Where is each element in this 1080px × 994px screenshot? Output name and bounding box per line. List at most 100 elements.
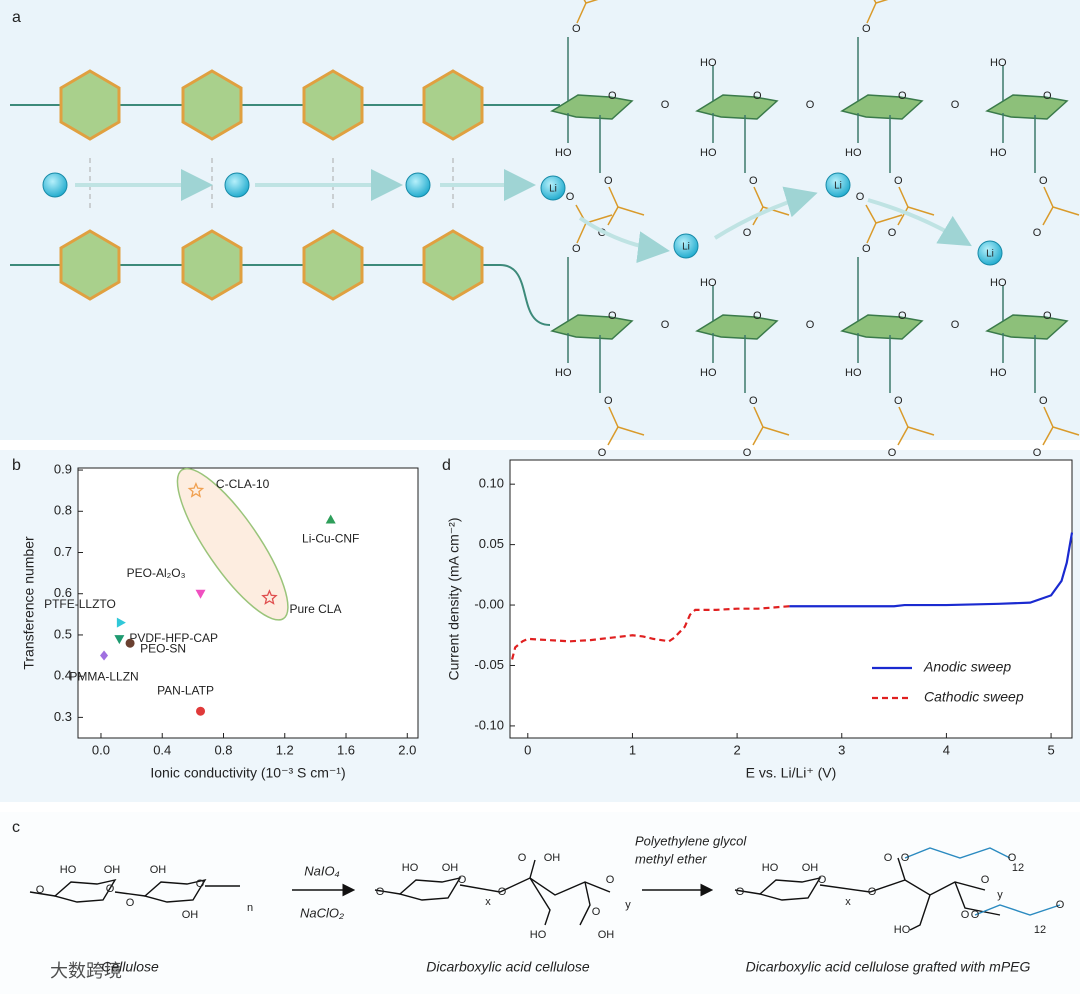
label: O xyxy=(1056,899,1065,911)
label: OH xyxy=(150,864,167,876)
label: HO xyxy=(700,277,717,289)
label: O xyxy=(898,90,907,102)
monomer-hexagon xyxy=(302,229,364,301)
label: O xyxy=(818,874,827,886)
label: x xyxy=(845,896,851,908)
label: O xyxy=(868,886,877,898)
point xyxy=(325,514,336,524)
label: HO xyxy=(700,57,717,69)
label: O xyxy=(753,310,762,322)
label: O xyxy=(749,175,758,187)
label: HO xyxy=(762,862,779,874)
li-ion xyxy=(224,172,250,198)
data-label: PTFE-LLZTO xyxy=(44,597,116,611)
y-tick-label: -0.00 xyxy=(474,596,504,611)
x-tick-label: 5 xyxy=(1047,742,1054,757)
line xyxy=(511,605,790,660)
label: O xyxy=(884,852,893,864)
label: O xyxy=(1008,852,1017,864)
label: O xyxy=(592,906,601,918)
x-tick-label: 2 xyxy=(733,742,740,757)
y-tick-label: 0.05 xyxy=(479,536,504,551)
point xyxy=(125,638,135,648)
sugar-ring xyxy=(758,876,822,901)
label: O xyxy=(604,175,613,187)
x-axis-label: E vs. Li/Li⁺ (V) xyxy=(746,765,837,781)
data-label: C-CLA-10 xyxy=(216,477,270,491)
monomer-hexagon xyxy=(181,229,243,301)
li-ion xyxy=(977,240,1003,266)
li-ion xyxy=(42,172,68,198)
x-tick-label: 0 xyxy=(524,742,531,757)
label: HO xyxy=(894,924,911,936)
label: NaClO₂ xyxy=(300,905,344,920)
peg-chain xyxy=(974,904,1061,916)
x-tick-label: 4 xyxy=(943,742,950,757)
glucose-ring xyxy=(985,94,1069,120)
y-tick-label: 0.5 xyxy=(54,626,72,641)
label: O xyxy=(736,886,745,898)
ion-path-arrow xyxy=(713,186,818,240)
bond xyxy=(529,859,536,879)
label: Li xyxy=(986,249,994,260)
label: O xyxy=(961,909,970,921)
label: HO xyxy=(700,147,717,159)
label: O xyxy=(1043,310,1052,322)
label: O xyxy=(894,175,903,187)
x-tick-label: 1.2 xyxy=(276,742,294,757)
label: O xyxy=(951,319,960,331)
monomer-hexagon xyxy=(59,69,121,141)
label: O xyxy=(806,99,815,111)
data-label: PVDF-HFP-CAP xyxy=(129,631,218,645)
point xyxy=(187,481,205,498)
label: HO xyxy=(60,864,77,876)
label: OH xyxy=(544,852,561,864)
bond xyxy=(29,891,56,897)
y-tick-label: 0.4 xyxy=(54,668,72,683)
y-axis-label: Transference number xyxy=(21,536,37,670)
glucose-ring xyxy=(840,94,924,120)
y-tick-label: 0.6 xyxy=(54,585,72,600)
label: HO xyxy=(990,57,1007,69)
bond xyxy=(734,889,761,895)
label: O xyxy=(608,90,617,102)
label: HO xyxy=(990,147,1007,159)
glucose-ring xyxy=(695,94,779,120)
monomer-hexagon xyxy=(59,229,121,301)
data-label: Pure CLA xyxy=(289,602,341,616)
label: O xyxy=(604,395,613,407)
label: HO xyxy=(700,367,717,379)
label: O xyxy=(1039,175,1048,187)
ion-path-arrow xyxy=(867,198,972,247)
label: O xyxy=(196,878,205,890)
monomer-hexagon xyxy=(422,229,484,301)
label: O xyxy=(498,886,507,898)
label: O xyxy=(572,243,581,255)
label: O xyxy=(1033,447,1042,459)
bond xyxy=(897,426,909,446)
bond xyxy=(865,204,877,224)
panel-label: c xyxy=(12,819,20,836)
panel-label: d xyxy=(442,457,451,474)
glucose-ring xyxy=(985,314,1069,340)
label: NaIO₄ xyxy=(304,863,340,878)
label: O xyxy=(806,319,815,331)
label: Li xyxy=(549,184,557,195)
bond xyxy=(607,206,619,226)
bond xyxy=(1042,206,1054,226)
li-ion xyxy=(673,233,699,259)
label: OH xyxy=(802,862,819,874)
plot-area xyxy=(509,459,1073,739)
y-tick-label: 0.8 xyxy=(54,503,72,518)
x-tick-label: 3 xyxy=(838,742,845,757)
point xyxy=(116,617,126,628)
label: O xyxy=(971,909,980,921)
li-ion xyxy=(405,172,431,198)
label: O xyxy=(862,243,871,255)
label: O xyxy=(376,886,385,898)
label: O xyxy=(1033,227,1042,239)
label: O xyxy=(862,23,871,35)
data-label: PAN-LATP xyxy=(157,683,214,697)
data-label: Li-Cu-CNF xyxy=(302,532,359,546)
legend-label: Cathodic sweep xyxy=(924,689,1024,705)
